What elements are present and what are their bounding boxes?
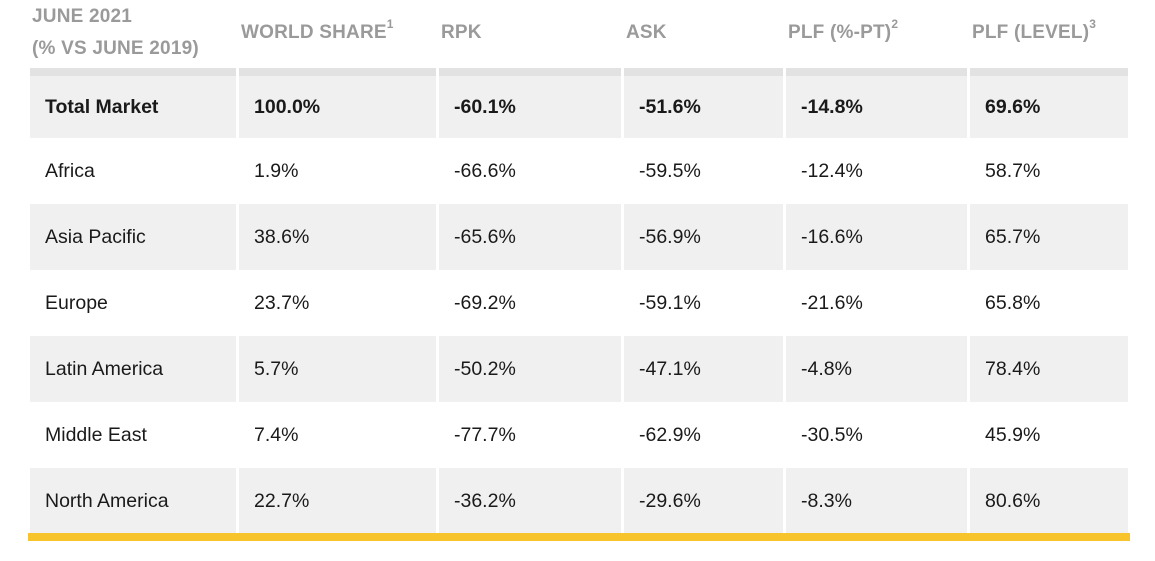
header-plf-level-footnote: 3 — [1089, 16, 1097, 31]
header-period: JUNE 2021 (% VS JUNE 2019) — [32, 0, 238, 68]
plf-pt-cell: -21.6% — [801, 291, 863, 314]
header-ask: ASK — [626, 0, 785, 68]
region-cell: Total Market — [30, 68, 236, 138]
world-share-cell: 23.7% — [254, 291, 310, 314]
accent-rule — [28, 533, 1130, 541]
plf-level-cell: 45.9% — [985, 423, 1041, 446]
table-header: JUNE 2021 (% VS JUNE 2019) WORLD SHARE1 … — [30, 0, 1128, 68]
ask-cell: -51.6% — [624, 68, 783, 138]
plf-pt-cell: -4.8% — [786, 336, 967, 402]
region-cell: Europe — [45, 291, 108, 314]
header-plf-level-label: PLF (LEVEL) — [972, 22, 1090, 43]
header-ask-label: ASK — [626, 22, 667, 43]
table-row: Africa 1.9% -66.6% -59.5% -12.4% 58.7% — [30, 138, 1128, 204]
plf-pt-cell: -12.4% — [801, 159, 863, 182]
header-plf-pt-footnote: 2 — [891, 16, 899, 31]
header-world-share-footnote: 1 — [386, 16, 394, 31]
plf-pt-cell: -16.6% — [786, 204, 967, 270]
rpk-cell: -69.2% — [454, 291, 516, 314]
world-share-cell: 38.6% — [239, 204, 436, 270]
header-plf-level: PLF (LEVEL)3 — [972, 0, 1130, 68]
world-share-cell: 7.4% — [254, 423, 299, 446]
region-cell: Middle East — [45, 423, 147, 446]
world-share-cell: 100.0% — [239, 68, 436, 138]
header-world-share: WORLD SHARE1 — [241, 0, 438, 68]
world-share-cell: 5.7% — [239, 336, 436, 402]
header-period-line2: (% VS JUNE 2019) — [32, 38, 199, 59]
table-row: North America 22.7% -36.2% -29.6% -8.3% … — [30, 468, 1128, 534]
table-row: Asia Pacific 38.6% -65.6% -56.9% -16.6% … — [30, 204, 1128, 270]
rpk-cell: -77.7% — [454, 423, 516, 446]
world-share-cell: 1.9% — [254, 159, 299, 182]
ask-cell: -59.1% — [639, 291, 701, 314]
ask-cell: -47.1% — [624, 336, 783, 402]
rpk-cell: -65.6% — [439, 204, 621, 270]
plf-level-cell: 65.8% — [985, 291, 1041, 314]
table-row: Middle East 7.4% -77.7% -62.9% -30.5% 45… — [30, 402, 1128, 468]
ask-cell: -29.6% — [624, 468, 783, 534]
traffic-table: Total Market 100.0% -60.1% -51.6% -14.8%… — [30, 68, 1128, 534]
region-cell: Asia Pacific — [30, 204, 236, 270]
rpk-cell: -66.6% — [454, 159, 516, 182]
world-share-cell: 22.7% — [239, 468, 436, 534]
region-cell: Latin America — [30, 336, 236, 402]
rpk-cell: -50.2% — [439, 336, 621, 402]
plf-pt-cell: -14.8% — [786, 68, 967, 138]
plf-level-cell: 78.4% — [970, 336, 1128, 402]
header-plf-pt: PLF (%-PT)2 — [788, 0, 969, 68]
ask-cell: -59.5% — [639, 159, 701, 182]
region-cell: Africa — [45, 159, 95, 182]
table-row: Europe 23.7% -69.2% -59.1% -21.6% 65.8% — [30, 270, 1128, 336]
table-row-total-market: Total Market 100.0% -60.1% -51.6% -14.8%… — [30, 68, 1128, 138]
rpk-cell: -36.2% — [439, 468, 621, 534]
region-cell: North America — [30, 468, 236, 534]
ask-cell: -62.9% — [639, 423, 701, 446]
header-plf-pt-label: PLF (%-PT) — [788, 22, 892, 43]
plf-level-cell: 65.7% — [970, 204, 1128, 270]
plf-pt-cell: -30.5% — [801, 423, 863, 446]
plf-level-cell: 69.6% — [970, 68, 1128, 138]
rpk-cell: -60.1% — [439, 68, 621, 138]
header-period-line1: JUNE 2021 — [32, 6, 133, 27]
plf-pt-cell: -8.3% — [786, 468, 967, 534]
plf-level-cell: 80.6% — [970, 468, 1128, 534]
header-rpk: RPK — [441, 0, 623, 68]
ask-cell: -56.9% — [624, 204, 783, 270]
header-world-share-label: WORLD SHARE — [241, 22, 387, 43]
table-row: Latin America 5.7% -50.2% -47.1% -4.8% 7… — [30, 336, 1128, 402]
plf-level-cell: 58.7% — [985, 159, 1041, 182]
header-rpk-label: RPK — [441, 22, 482, 43]
